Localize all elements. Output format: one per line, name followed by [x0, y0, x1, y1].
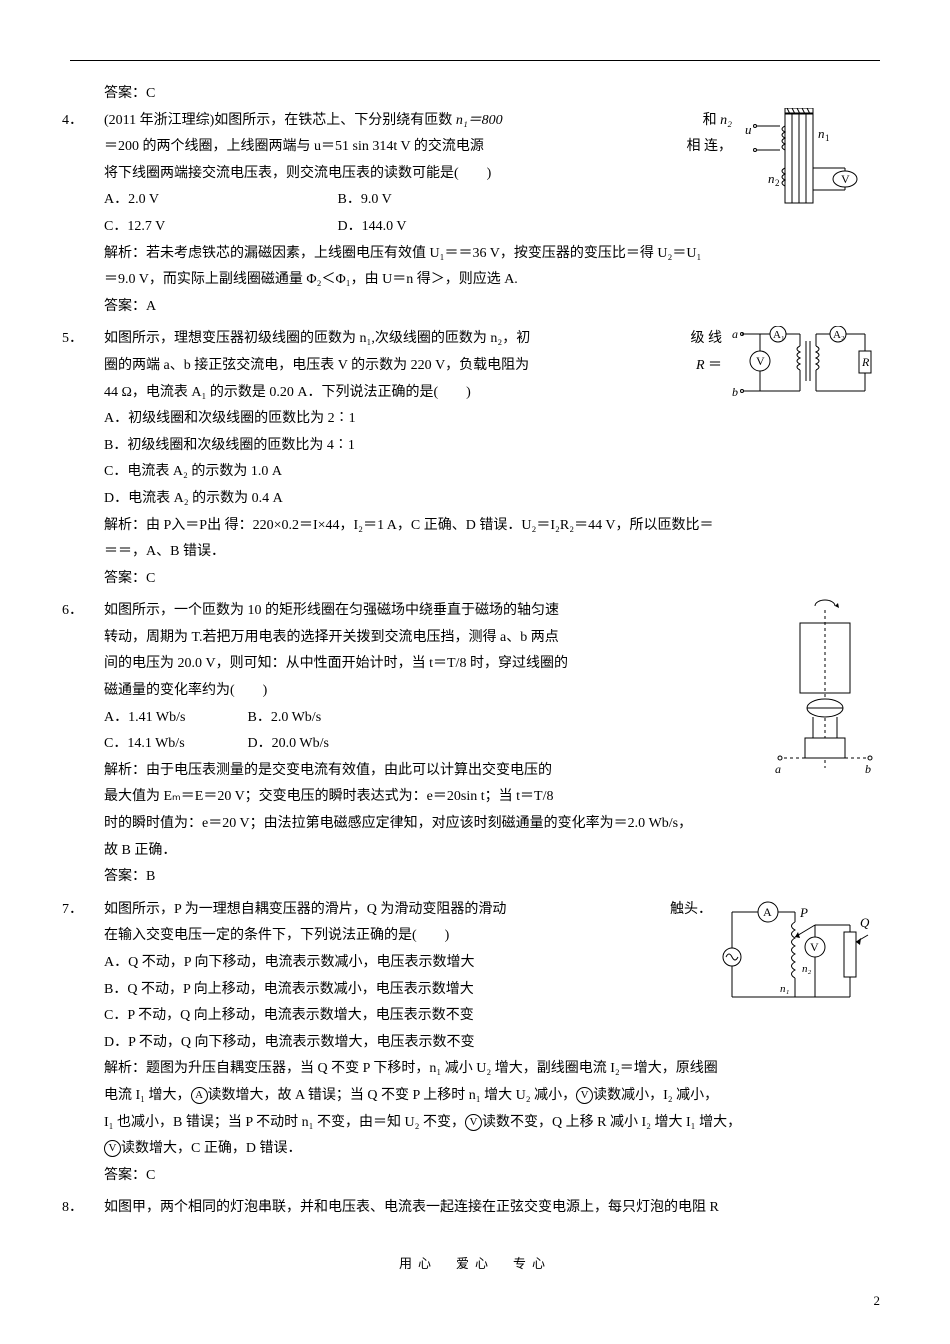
q7-opt-d: D．P 不动，Q 向下移动，电流表示数增大，电压表示数不变	[104, 1030, 880, 1057]
q7-r1: 触头．	[670, 897, 712, 924]
q4-expl1: 解析：若未考虑铁芯的漏磁因素，上线圈电压有效值 U₁＝＝36 V，按变压器的变压…	[104, 241, 880, 268]
question-5: a A₁ b V A₂	[70, 326, 880, 592]
svg-text:n₂: n₂	[802, 963, 812, 975]
q4-opt-c: C．12.7 V	[104, 214, 334, 241]
q5-ans: 答案：C	[104, 566, 880, 593]
q6-expl4: 故 B 正确．	[104, 838, 880, 865]
svg-text:n: n	[768, 171, 775, 186]
q7-l1: 如图所示，P 为一理想自耦变压器的滑片，Q 为滑动变阻器的滑动	[104, 902, 506, 917]
q4-opt-b: B．9.0 V	[338, 187, 392, 214]
circled-a-icon: A	[191, 1087, 208, 1104]
svg-text:V: V	[841, 172, 850, 186]
q5-r1: 级 线	[691, 326, 723, 353]
q8-l1: 如图甲，两个相同的灯泡串联，并和电压表、电流表一起连接在正弦交变电源上，每只灯泡…	[104, 1200, 719, 1215]
question-4: n 1 u n 2 V 4． (2011 年浙江理综)如图所示，在铁芯上、下分别…	[70, 108, 880, 321]
prev-answer: 答案：C	[104, 81, 880, 108]
q4-opt-d: D．144.0 V	[338, 214, 407, 241]
svg-text:a: a	[775, 762, 781, 776]
page-number: 2	[874, 1289, 881, 1314]
q4-expl2: ＝9.0 V，而实际上副线圈磁通量 Φ₂＜Φ₁，由 U＝n 得＞，则应选 A.	[104, 267, 880, 294]
footer-motto: 用心 爱心 专心	[70, 1252, 880, 1277]
q7-expl3: I₁ 也减小，B 错误；当 P 不动时 n₁ 不变，由＝知 U₂ 不变，V读数不…	[104, 1110, 880, 1137]
svg-text:2: 2	[775, 178, 780, 188]
q4-text-b: 和 n₂	[703, 108, 732, 135]
q5-t2: 圈的两端 a、b 接正弦交流电，电压表 V 的示数为 220 V，负载电阻为	[104, 358, 529, 373]
q5-opt-c: C．电流表 A₂ 的示数为 1.0 A	[104, 459, 880, 486]
svg-text:n₁: n₁	[780, 983, 790, 995]
q5-opt-b: B．初级线圈和次级线圈的匝数比为 4∶1	[104, 433, 880, 460]
svg-text:A: A	[763, 905, 772, 919]
q6-l3: 间的电压为 20.0 V，则可知：从中性面开始计时，当 t＝T/8 时，穿过线圈…	[104, 656, 568, 671]
q5-expl2: ＝＝，A、B 错误．	[104, 539, 880, 566]
q6-number: 6．	[62, 598, 83, 625]
figure-q7: A P n₁ n₂ V Q	[720, 897, 880, 1017]
q6-l4: 磁通量的变化率约为( )	[104, 683, 267, 698]
svg-text:A₁: A₁	[773, 329, 785, 341]
q4-line2a: ＝200 的两个线圈，上线圈两端与	[104, 139, 314, 154]
q7-expl4: V读数增大，C 正确，D 错误．	[104, 1136, 880, 1163]
q4-line2b: 相 连，	[687, 134, 733, 161]
q5-number: 5．	[62, 326, 83, 353]
svg-text:u: u	[745, 122, 752, 137]
q4-line3: 将下线圈两端接交流电压表，则交流电压表的读数可能是( )	[104, 166, 491, 181]
q6-opt-d: D．20.0 Wb/s	[248, 731, 329, 758]
figure-q4: n 1 u n 2 V	[740, 108, 880, 208]
q6-opt-c: C．14.1 Wb/s	[104, 731, 244, 758]
circled-v-icon: V	[465, 1114, 482, 1131]
q5-opt-d: D．电流表 A₂ 的示数为 0.4 A	[104, 486, 880, 513]
q6-expl2: 最大值为 Eₘ＝E＝20 V；交变电压的瞬时表达式为：e＝20sin t；当 t…	[104, 784, 880, 811]
q4-uexpr: u＝51 sin 314t V 的交流电源	[314, 139, 484, 154]
q6-expl3: 时的瞬时值为：e＝20 V；由法拉第电磁感应定律知，对应该时刻磁通量的变化率为＝…	[104, 811, 880, 838]
svg-text:V: V	[756, 354, 765, 368]
svg-text:A₂: A₂	[833, 329, 845, 341]
circled-v-icon: V	[576, 1087, 593, 1104]
q7-expl2: 电流 I₁ 增大，A读数增大，故 A 错误；当 Q 不变 P 上移时 n₁ 增大…	[104, 1083, 880, 1110]
svg-text:V: V	[810, 940, 819, 954]
q6-opt-b: B．2.0 Wb/s	[248, 705, 322, 732]
q7-number: 7．	[62, 897, 83, 924]
q4-number: 4．	[62, 108, 83, 135]
q7-l2: 在输入交变电压一定的条件下，下列说法正确的是( )	[104, 928, 449, 943]
question-8: 8． 如图甲，两个相同的灯泡串联，并和电压表、电流表一起连接在正弦交变电源上，每…	[70, 1195, 880, 1222]
q5-opt-a: A．初级线圈和次级线圈的匝数比为 2∶1	[104, 406, 880, 433]
q4-text-a: (2011 年浙江理综)如图所示，在铁芯上、下分别绕有匝数	[104, 113, 456, 128]
q7-ans: 答案：C	[104, 1163, 880, 1190]
q5-expl1: 解析：由 P入＝P出 得：220×0.2＝I×44，I₂＝1 A，C 正确、D …	[104, 513, 880, 540]
figure-q5: a A₁ b V A₂	[730, 326, 880, 406]
q5-t1: 如图所示，理想变压器初级线圈的匝数为 n₁,次级线圈的匝数为 n₂，初	[104, 331, 530, 346]
svg-text:n: n	[818, 126, 825, 141]
q4-n1: n₁＝800	[456, 113, 503, 128]
q5-t3: 44 Ω，电流表 A₁ 的示数是 0.20 A．下列说法正确的是( )	[104, 385, 471, 400]
q6-ans: 答案：B	[104, 864, 880, 891]
q5-r2: R ＝	[696, 353, 722, 380]
q4-opt-a: A．2.0 V	[104, 187, 334, 214]
q4-ans: 答案：A	[104, 294, 880, 321]
q6-opt-a: A．1.41 Wb/s	[104, 705, 244, 732]
svg-text:b: b	[732, 385, 738, 399]
q7-expl1: 解析：题图为升压自耦变压器，当 Q 不变 P 下移时，n₁ 减小 U₂ 增大，副…	[104, 1056, 880, 1083]
q8-number: 8．	[62, 1195, 83, 1222]
circled-v-icon: V	[104, 1140, 121, 1157]
svg-text:b: b	[865, 762, 871, 776]
svg-text:R: R	[861, 355, 870, 369]
question-6: a b 6． 如图所示，一个匝数为 10 的矩形线圈在匀强磁场中绕垂直于磁场的轴…	[70, 598, 880, 891]
q6-l2: 转动，周期为 T.若把万用电表的选择开关拨到交流电压挡，测得 a、b 两点	[104, 630, 559, 645]
svg-text:Q: Q	[860, 915, 870, 930]
svg-text:a: a	[732, 327, 738, 341]
question-7: A P n₁ n₂ V Q	[70, 897, 880, 1190]
q6-l1: 如图所示，一个匝数为 10 的矩形线圈在匀强磁场中绕垂直于磁场的轴匀速	[104, 603, 559, 618]
svg-text:P: P	[799, 905, 808, 920]
svg-text:1: 1	[825, 133, 830, 143]
figure-q6: a b	[760, 598, 880, 778]
